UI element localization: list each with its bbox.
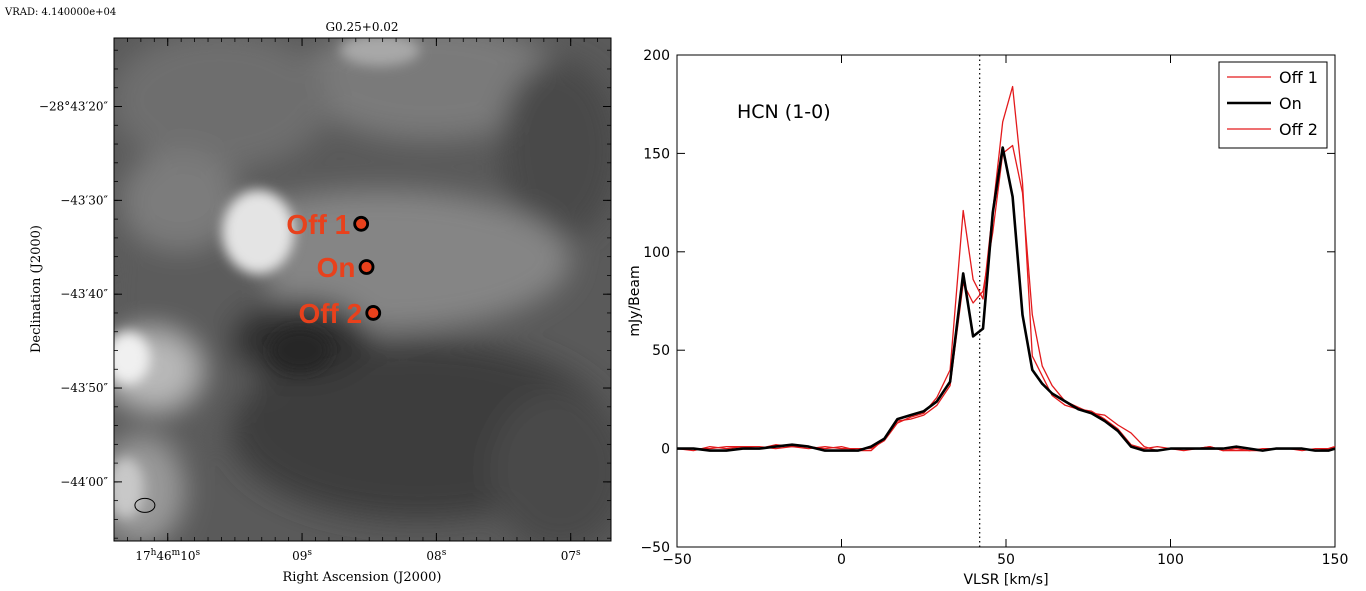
spectrum-x-label: VLSR [km/s] — [963, 572, 1048, 588]
vrad-label: VRAD: 4.140000e+04 — [4, 7, 116, 18]
spectrum-x-tick-label: 0 — [837, 552, 846, 568]
beam-ellipse — [134, 497, 156, 513]
sky-image-panel: G0.25+0.02 — [29, 20, 612, 585]
spectrum-y-tick-label: 50 — [652, 343, 670, 359]
marker-label: Off 2 — [298, 298, 362, 329]
spectrum-y-label: mJy/Beam — [627, 265, 643, 336]
spectrum-x-tick-label: −50 — [662, 552, 692, 568]
image-title: G0.25+0.02 — [325, 20, 398, 34]
hcn-annotation: HCN (1-0) — [737, 101, 831, 123]
spectrum-series — [676, 85, 1336, 452]
image-axes-frame — [113, 37, 612, 542]
spectrum-y-tick-label: −50 — [640, 540, 670, 556]
image-y-tick-label: −28°43′20″ — [39, 100, 109, 114]
spectrum-y-tick-label: 150 — [643, 146, 670, 162]
image-y-ticks: −28°43′20″ −43′30″ −43′40″ −43′50″ −44′00″ — [39, 49, 611, 539]
spectrum-y-tick-label: 0 — [661, 442, 670, 458]
image-y-tick-label: −43′40″ — [60, 287, 108, 301]
image-x-tick-label: 17h46m10s — [135, 548, 200, 563]
marker-label: Off 1 — [286, 209, 350, 240]
marker-dot — [358, 259, 375, 275]
spectrum-x-tick-label: 50 — [997, 552, 1015, 568]
spectrum-y-tick-label: 100 — [643, 245, 670, 261]
spectrum-x-tick-label: 100 — [1157, 552, 1184, 568]
spectrum-x-tick-label: 150 — [1322, 552, 1349, 568]
spectrum-panel: −50 0 50 100 150 −50 0 50 100 150 200 HCN (1-0) Of… — [627, 48, 1348, 588]
image-y-tick-label: −44′00″ — [60, 475, 108, 489]
marker-label: On — [317, 252, 356, 283]
legend-label: On — [1279, 94, 1302, 113]
spectrum-ticks: −50 0 50 100 150 −50 0 50 100 150 200 — [640, 48, 1348, 568]
spectrum-y-tick-label: 200 — [643, 48, 670, 64]
legend-frame — [1218, 61, 1328, 149]
grayscale-image — [114, 38, 611, 541]
image-x-label: Right Ascension (J2000) — [282, 570, 441, 585]
image-y-tick-label: −43′30″ — [60, 193, 108, 207]
image-x-tick-label: 07s — [561, 548, 581, 563]
image-y-tick-label: −43′50″ — [60, 381, 108, 395]
image-x-tick-label: 09s — [292, 548, 312, 563]
image-markers: Off 1 On Off 2 — [286, 209, 382, 329]
image-y-label: Declination (J2000) — [29, 225, 44, 353]
marker-dot — [353, 215, 370, 232]
legend: Off 1 On Off 2 — [1218, 61, 1328, 149]
legend-label: Off 2 — [1279, 120, 1318, 139]
image-x-ticks: 17h46m10s 09s 08s 07s — [127, 38, 598, 563]
series-line-on — [677, 146, 1336, 452]
legend-label: Off 1 — [1279, 68, 1318, 87]
image-x-tick-label: 08s — [426, 548, 446, 563]
marker-dot — [365, 305, 382, 321]
